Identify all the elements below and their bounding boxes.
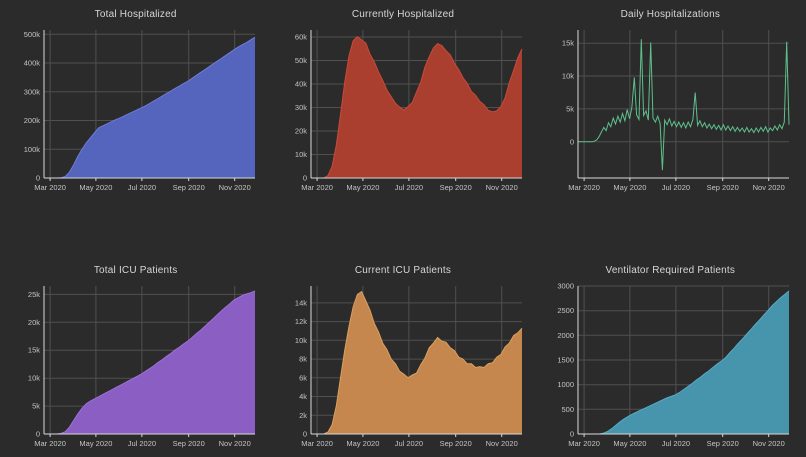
svg-text:5k: 5k (32, 401, 40, 410)
svg-text:10k: 10k (295, 335, 307, 344)
svg-text:10k: 10k (295, 150, 307, 159)
svg-text:10k: 10k (28, 373, 40, 382)
svg-text:2500: 2500 (558, 306, 575, 315)
svg-text:500k: 500k (23, 30, 40, 39)
svg-text:May 2020: May 2020 (346, 183, 379, 192)
svg-text:1000: 1000 (558, 380, 575, 389)
svg-text:5k: 5k (566, 104, 574, 113)
svg-text:6k: 6k (299, 373, 307, 382)
svg-text:4k: 4k (299, 392, 307, 401)
chart-title-ventilator-required-patients: Ventilator Required Patients (605, 264, 736, 276)
chart-panel-daily-hospitalizations: Daily Hospitalizations 0 5k 10k 15k Mar 2020… (537, 2, 804, 229)
svg-text:Nov 2020: Nov 2020 (486, 439, 518, 448)
ventilator-required-patients-chart[interactable]: 0 500 1000 1500 2000 2500 3000 Mar 2020 May 2020… (544, 278, 796, 450)
svg-text:400k: 400k (23, 59, 40, 68)
svg-text:Jul 2020: Jul 2020 (662, 439, 690, 448)
svg-text:20k: 20k (295, 127, 307, 136)
svg-text:Mar 2020: Mar 2020 (34, 183, 66, 192)
svg-text:25k: 25k (28, 289, 40, 298)
svg-text:Jul 2020: Jul 2020 (127, 439, 155, 448)
svg-text:Sep 2020: Sep 2020 (707, 439, 739, 448)
chart-panel-total-hospitalized: Total Hospitalized 0 100k 200k 300k 400k 500k… (2, 2, 269, 229)
svg-text:Nov 2020: Nov 2020 (753, 183, 785, 192)
svg-text:Jul 2020: Jul 2020 (395, 183, 423, 192)
chart-panel-currently-hospitalized: Currently Hospitalized 0 10k 20k 30k 40k 50k 6… (269, 2, 536, 229)
chart-panel-total-icu-patients: Total ICU Patients 0 5k 10k 15k 20k 25k Mar 20… (2, 229, 269, 456)
chart-title-total-hospitalized: Total Hospitalized (94, 9, 177, 20)
svg-text:Sep 2020: Sep 2020 (172, 183, 204, 192)
chart-panel-current-icu-patients: Current ICU Patients 0 2k 4k 6k 8k 10k 12k 14k M… (269, 229, 536, 456)
svg-text:0: 0 (35, 429, 39, 438)
svg-text:Jul 2020: Jul 2020 (127, 183, 155, 192)
total-hospitalized-chart[interactable]: 0 100k 200k 300k 400k 500k Mar 2020 May 2020 Jul… (10, 22, 262, 194)
svg-text:Nov 2020: Nov 2020 (753, 439, 785, 448)
svg-text:Nov 2020: Nov 2020 (218, 183, 250, 192)
svg-text:Mar 2020: Mar 2020 (301, 183, 333, 192)
svg-text:15k: 15k (28, 345, 40, 354)
svg-text:May 2020: May 2020 (614, 183, 647, 192)
svg-text:8k: 8k (299, 354, 307, 363)
svg-text:Nov 2020: Nov 2020 (218, 439, 250, 448)
svg-text:Sep 2020: Sep 2020 (172, 439, 204, 448)
svg-text:Mar 2020: Mar 2020 (569, 439, 601, 448)
svg-text:0: 0 (570, 429, 574, 438)
svg-text:May 2020: May 2020 (614, 439, 647, 448)
svg-text:500: 500 (562, 404, 575, 413)
svg-text:40k: 40k (295, 80, 307, 89)
svg-text:May 2020: May 2020 (79, 439, 112, 448)
svg-text:Sep 2020: Sep 2020 (707, 183, 739, 192)
svg-text:0: 0 (570, 137, 574, 146)
svg-text:Sep 2020: Sep 2020 (440, 439, 472, 448)
svg-text:0: 0 (35, 174, 39, 183)
svg-text:3000: 3000 (558, 281, 575, 290)
svg-text:30k: 30k (295, 103, 307, 112)
chart-title-current-icu-patients: Current ICU Patients (354, 264, 452, 276)
svg-text:10k: 10k (562, 72, 574, 81)
svg-text:Jul 2020: Jul 2020 (395, 439, 423, 448)
currently-hospitalized-chart[interactable]: 0 10k 20k 30k 40k 50k 60k Mar 2020 May 2020 Jul 2… (277, 22, 529, 194)
svg-text:100k: 100k (23, 145, 40, 154)
svg-text:14k: 14k (295, 298, 307, 307)
total-icu-patients-chart[interactable]: 0 5k 10k 15k 20k 25k Mar 2020 May 2020 Jul 2020 S… (10, 278, 262, 450)
svg-text:Mar 2020: Mar 2020 (301, 439, 333, 448)
svg-text:0: 0 (303, 174, 307, 183)
svg-text:Nov 2020: Nov 2020 (486, 183, 518, 192)
svg-text:May 2020: May 2020 (79, 183, 112, 192)
svg-text:Jul 2020: Jul 2020 (662, 183, 690, 192)
svg-text:50k: 50k (295, 56, 307, 65)
chart-title-total-icu-patients: Total ICU Patients (93, 264, 178, 276)
svg-text:300k: 300k (23, 87, 40, 96)
svg-text:Mar 2020: Mar 2020 (34, 439, 66, 448)
chart-title-daily-hospitalizations: Daily Hospitalizations (620, 9, 721, 20)
svg-text:Sep 2020: Sep 2020 (440, 183, 472, 192)
svg-text:20k: 20k (28, 317, 40, 326)
daily-hospitalizations-chart[interactable]: 0 5k 10k 15k Mar 2020 May 2020 Jul 2020 Sep 202… (544, 22, 796, 194)
svg-text:2k: 2k (299, 410, 307, 419)
svg-text:0: 0 (303, 429, 307, 438)
svg-text:200k: 200k (23, 116, 40, 125)
svg-text:Mar 2020: Mar 2020 (569, 183, 601, 192)
svg-text:12k: 12k (295, 317, 307, 326)
chart-title-currently-hospitalized: Currently Hospitalized (351, 9, 455, 20)
svg-text:60k: 60k (295, 33, 307, 42)
svg-text:15k: 15k (562, 39, 574, 48)
current-icu-patients-chart[interactable]: 0 2k 4k 6k 8k 10k 12k 14k Mar 2020 May 2020 Jul 20… (277, 278, 529, 450)
svg-text:May 2020: May 2020 (346, 439, 379, 448)
svg-text:1500: 1500 (558, 355, 575, 364)
chart-panel-ventilator-required-patients: Ventilator Required Patients 0 500 1000 150… (537, 229, 804, 456)
svg-text:2000: 2000 (558, 330, 575, 339)
